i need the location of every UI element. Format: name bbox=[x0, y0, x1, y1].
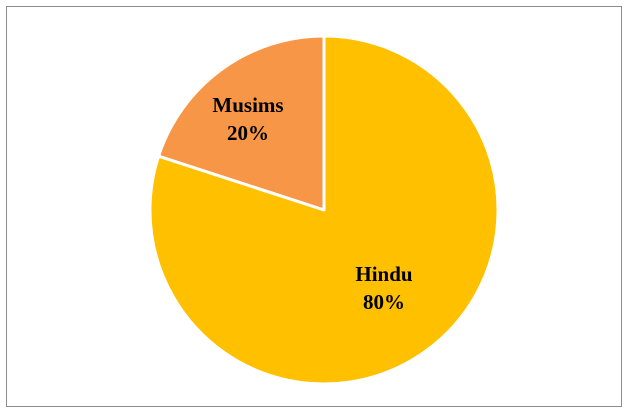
slice-percent-hindu: 80% bbox=[363, 290, 405, 314]
slice-percent-musims: 20% bbox=[227, 121, 269, 145]
pie-slice-hindu bbox=[148, 34, 500, 386]
slice-label-musims: Musims bbox=[212, 93, 283, 117]
pie-labels: Musims 20% Hindu 80% bbox=[212, 93, 413, 314]
pie-slice-musims bbox=[157, 34, 326, 212]
pie-slices bbox=[148, 34, 500, 386]
slice-label-hindu: Hindu bbox=[355, 262, 413, 286]
